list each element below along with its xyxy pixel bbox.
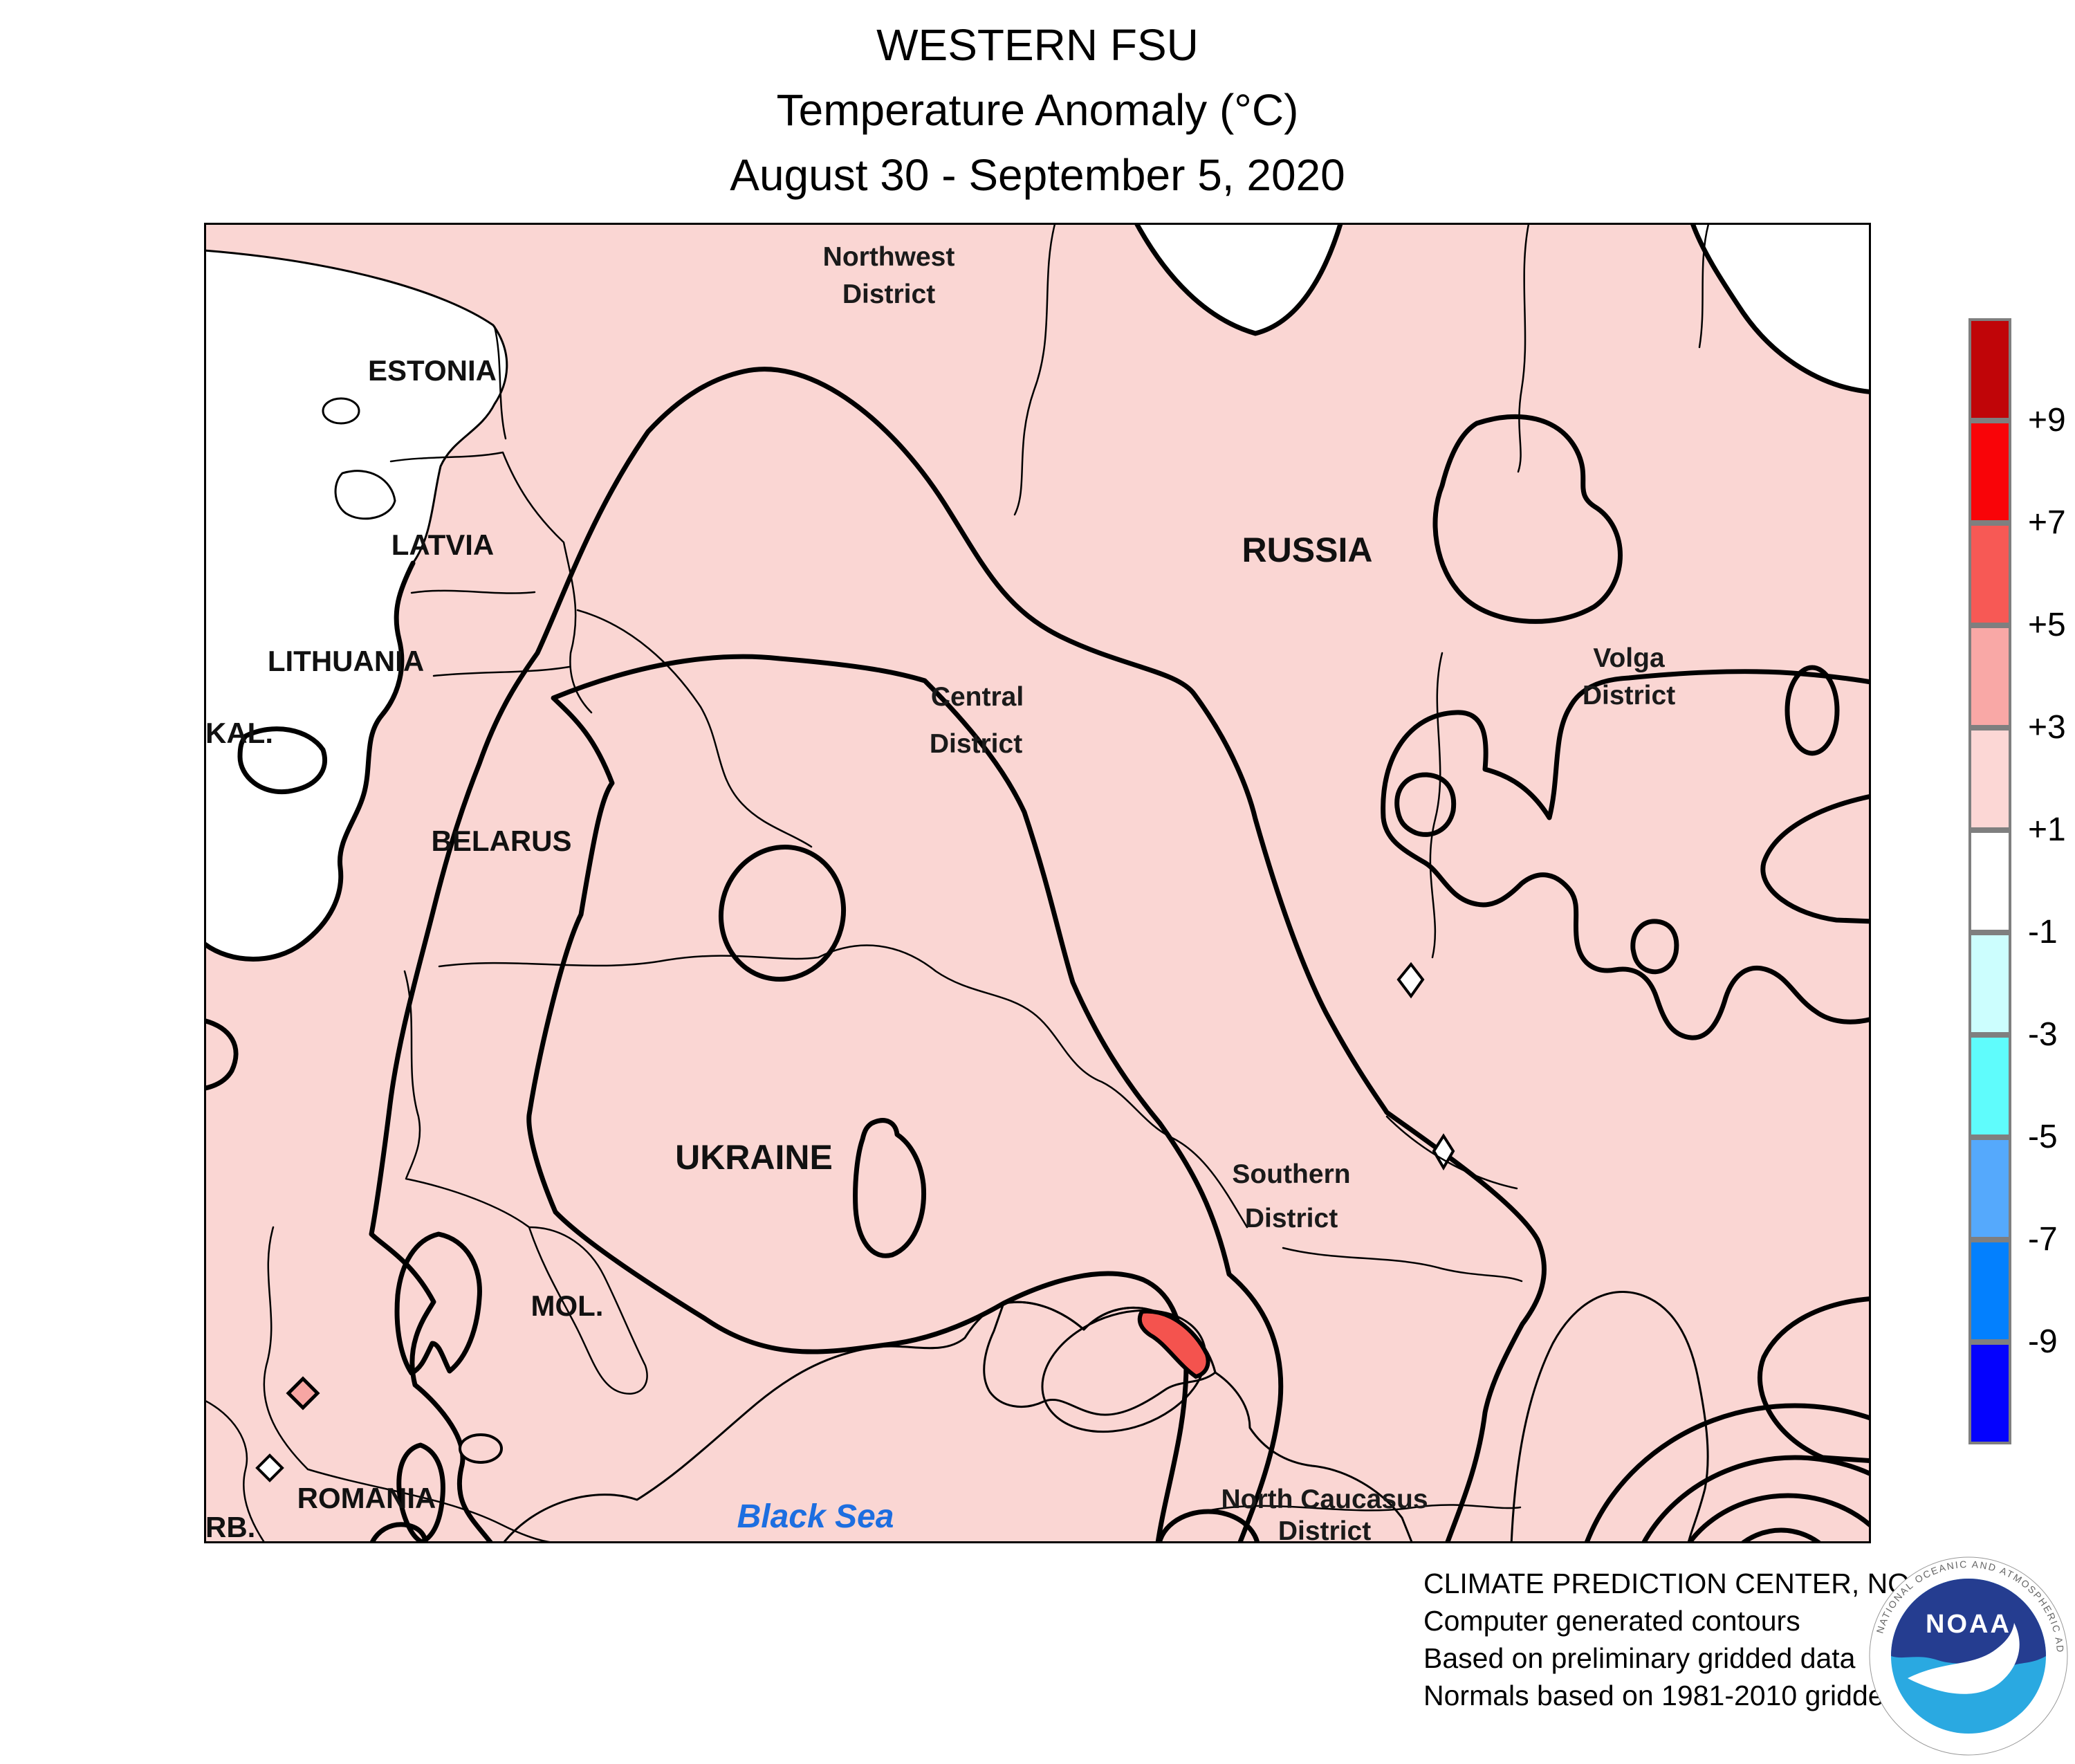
label-lithuania: LITHUANIA	[268, 645, 424, 677]
attribution-block: CLIMATE PREDICTION CENTER, NOAA Computer…	[1423, 1565, 1963, 1714]
crimea-plus5-patch	[1137, 1309, 1210, 1379]
political-borders	[204, 223, 1710, 1543]
region-plus7-core-south	[853, 1118, 927, 1258]
legend-cell-3	[1968, 625, 2011, 728]
contour-wedge-north	[1133, 223, 1344, 336]
contour-ring-volga-west	[1394, 772, 1457, 837]
map-canvas: Northwest District ESTONIA LATVIA LITHUANIA K…	[204, 223, 1871, 1543]
label-southern-district-2: District	[1245, 1204, 1338, 1233]
legend-cell-9	[1968, 1240, 2011, 1342]
label-southern-district-1: Southern	[1232, 1159, 1350, 1189]
white-diamond-volga-1	[1396, 962, 1425, 999]
region-plus3-island-small	[286, 1376, 320, 1411]
legend-label-+3: +3	[2028, 709, 2066, 746]
contour-ring-caucasus-outer	[1584, 1403, 1871, 1543]
contour-plus1-baltics	[204, 560, 416, 962]
label-russia: RUSSIA	[1242, 531, 1373, 569]
legend-label-+9: +9	[2028, 402, 2066, 439]
map-label-layer: Northwest District ESTONIA LATVIA LITHUANIA K…	[205, 242, 1675, 1543]
region-plus7-core-north	[718, 845, 847, 982]
legend-cell-4	[1968, 728, 2011, 830]
caspian-sea	[1510, 1291, 1709, 1543]
region-plus5-coast-piece	[369, 1522, 429, 1543]
noaa-logo-wordmark: NOAA	[1926, 1610, 2011, 1639]
contour-ring-caucasus-mid	[1641, 1455, 1871, 1543]
baltic-white-region	[204, 250, 507, 959]
region-minus3-caucasus	[1738, 1527, 1824, 1543]
sea-of-azov	[1041, 1309, 1207, 1433]
legend-label--3: -3	[2028, 1016, 2058, 1053]
legend-cell-1	[1968, 421, 2011, 523]
region-plus7-north-caucasus	[1156, 1509, 1260, 1543]
legend-cell-10	[1968, 1342, 2011, 1444]
legend-label--5: -5	[2028, 1119, 2058, 1155]
legend-label--7: -7	[2028, 1221, 2058, 1258]
noaa-logo: NATIONAL OCEANIC AND ATMOSPHERIC ADMINIS…	[1868, 1555, 2069, 1757]
legend-label-+7: +7	[2028, 504, 2066, 541]
label-rb: RB.	[205, 1511, 255, 1543]
label-romania: ROMANIA	[297, 1482, 436, 1514]
island-saaremaa	[334, 470, 396, 520]
legend-cell-8	[1968, 1137, 2011, 1240]
title-line-variable: Temperature Anomaly (°C)	[776, 85, 1299, 135]
label-ukraine: UKRAINE	[675, 1138, 833, 1177]
label-north-caucasus-1: North Caucasus	[1221, 1485, 1428, 1514]
label-estonia: ESTONIA	[368, 354, 497, 387]
map-border	[204, 223, 1871, 1543]
legend-cell-0	[1968, 318, 2011, 421]
legend-label-+1: +1	[2028, 811, 2066, 848]
region-plus3-main	[369, 367, 1547, 1543]
title-line-daterange: August 30 - September 5, 2020	[730, 150, 1345, 200]
noaa-logo-svg: NATIONAL OCEANIC AND ATMOSPHERIC ADMINIS…	[1868, 1555, 2068, 1756]
attribution-line-3: Based on preliminary gridded data	[1423, 1642, 1856, 1674]
label-volga-district-1: Volga	[1593, 643, 1665, 673]
attribution-line-4: Normals based on 1981-2010 gridded data	[1423, 1680, 1963, 1711]
legend-label--1: -1	[2028, 914, 2058, 950]
label-north-caucasus-2: District	[1278, 1516, 1371, 1543]
region-plus1-hole-romania	[459, 1433, 503, 1464]
label-kal: KAL.	[205, 717, 273, 749]
crimea-peninsula	[983, 1301, 1217, 1416]
label-volga-district-2: District	[1583, 681, 1675, 710]
label-northwest-district-1: Northwest	[823, 242, 955, 272]
region-plus3-tongue-east-1	[1760, 793, 1871, 924]
baltic-coastline	[204, 249, 508, 564]
legend-cell-2	[1968, 523, 2011, 625]
region-plus1-base	[204, 223, 1871, 1543]
label-black-sea: Black Sea	[737, 1498, 894, 1535]
label-latvia: LATVIA	[391, 529, 495, 561]
legend-cell-6	[1968, 932, 2011, 1035]
title-line-region: WESTERN FSU	[876, 20, 1199, 70]
label-central-district-1: Central	[931, 682, 1024, 712]
white-oval-east	[1784, 665, 1840, 756]
label-belarus: BELARUS	[431, 825, 571, 857]
attribution-line-1: CLIMATE PREDICTION CENTER, NOAA	[1423, 1568, 1948, 1599]
island-hiiumaa	[322, 397, 360, 425]
region-plus5-main	[526, 654, 1284, 1543]
anomaly-map: Northwest District ESTONIA LATVIA LITHUANIA K…	[204, 223, 1871, 1543]
white-diamond-volga-2	[1432, 1133, 1455, 1170]
legend-label--9: -9	[2028, 1323, 2058, 1360]
contour-corner-northeast	[1690, 223, 1871, 395]
white-corner-northeast	[1692, 223, 1871, 392]
label-mol: MOL.	[531, 1289, 604, 1322]
map-title: WESTERN FSU Temperature Anomaly (°C) Aug…	[204, 12, 1871, 208]
white-region-volga	[1381, 669, 1871, 1040]
attribution-line-2: Computer generated contours	[1423, 1605, 1800, 1637]
legend-label-+5: +5	[2028, 607, 2066, 643]
region-minus1-caucasus	[1686, 1493, 1871, 1543]
region-plus3-tongue-east-2	[1757, 1296, 1871, 1464]
white-wedge-north	[1136, 223, 1341, 333]
region-plus5-romania-north	[394, 1231, 482, 1376]
noaa-logo-seagull	[1908, 1623, 2020, 1694]
region-neutral-diamond-romania	[255, 1453, 284, 1482]
legend-cell-7	[1968, 1035, 2011, 1137]
label-central-district-2: District	[930, 729, 1022, 759]
contour-ring-volga-south	[1630, 919, 1679, 975]
legend-cell-5	[1968, 830, 2011, 932]
region-plus1-kaliningrad	[237, 726, 328, 795]
white-blob-kidney	[1432, 414, 1623, 624]
label-northwest-district-2: District	[842, 279, 935, 309]
